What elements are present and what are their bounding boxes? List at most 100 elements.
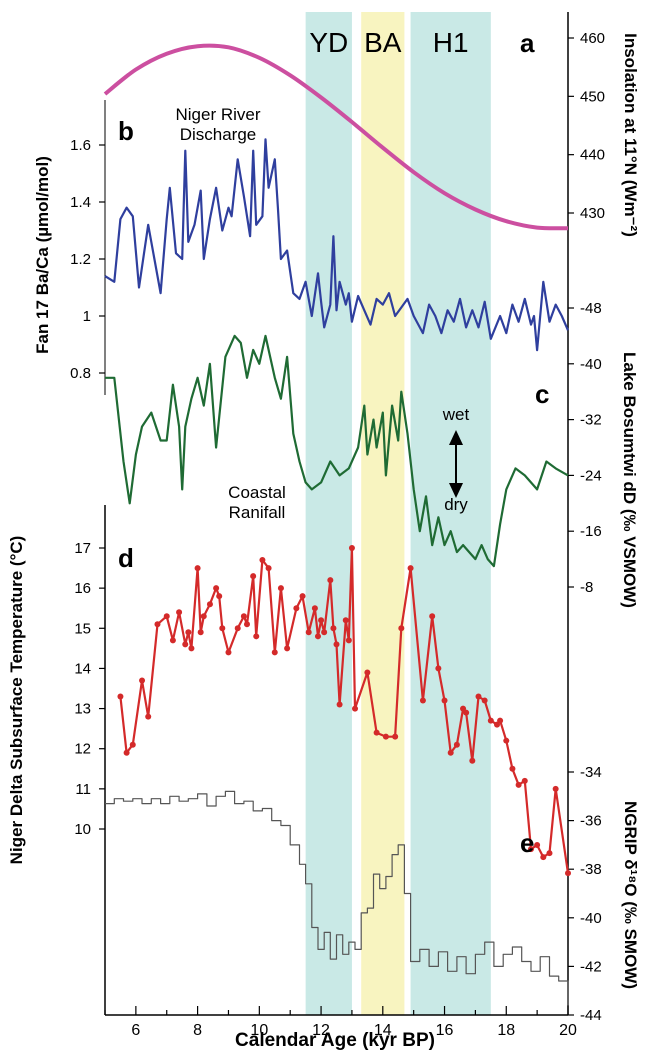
data-point-d xyxy=(565,870,571,877)
y-axis-title-a: Insolation at 11°N (Wm⁻²) xyxy=(621,33,640,237)
y-tick-label-d: 10 xyxy=(74,821,91,838)
panel-letter-e: e xyxy=(520,828,534,858)
y-tick-label-c: -32 xyxy=(580,412,602,429)
series-line-a xyxy=(103,43,569,231)
data-point-d xyxy=(234,625,241,632)
y-tick-label-d: 15 xyxy=(74,620,91,637)
y-tick-label-b: 1.6 xyxy=(70,137,91,154)
data-point-d xyxy=(333,641,340,648)
y-tick-label-c: -8 xyxy=(580,579,593,596)
panel-letter-a: a xyxy=(520,28,535,58)
data-point-d xyxy=(407,565,414,572)
data-point-d xyxy=(497,717,504,724)
data-point-d xyxy=(392,733,399,740)
axes xyxy=(99,12,574,1016)
x-tick-label: 6 xyxy=(131,1022,140,1039)
y-tick-label-a: 450 xyxy=(580,88,605,105)
y-tick-label-b: 1 xyxy=(83,308,91,325)
data-point-d xyxy=(447,749,454,756)
x-tick-label: 14 xyxy=(374,1022,392,1039)
data-point-d xyxy=(206,601,213,608)
data-point-d xyxy=(469,757,476,764)
data-point-d xyxy=(185,629,192,636)
data-point-d xyxy=(240,613,247,620)
data-point-d xyxy=(305,629,312,636)
data-point-d xyxy=(546,850,553,857)
data-point-d xyxy=(284,645,291,652)
series-line-b xyxy=(104,138,570,352)
data-point-d xyxy=(265,565,272,572)
arrow-down-head xyxy=(449,483,463,498)
data-point-d xyxy=(188,645,195,652)
y-tick-label-c: -24 xyxy=(580,467,602,484)
data-point-d xyxy=(373,729,380,736)
y-tick-label-e: -34 xyxy=(580,764,602,781)
y-tick-label-d: 13 xyxy=(74,701,91,718)
panel-letter-d: d xyxy=(118,543,134,573)
data-point-d xyxy=(123,749,130,756)
data-point-d xyxy=(419,697,426,704)
data-point-d xyxy=(200,613,207,620)
data-point-d xyxy=(336,701,343,708)
data-point-d xyxy=(534,842,541,849)
band-yd xyxy=(305,12,352,1015)
data-point-d xyxy=(487,717,494,724)
series-layer xyxy=(103,43,571,1006)
band-label-yd: YD xyxy=(309,27,348,58)
y-tick-label-e: -44 xyxy=(580,1007,602,1024)
data-point-d xyxy=(182,641,189,648)
data-point-d xyxy=(503,737,510,744)
labels-layer: YD BA H1 6 8 10 12 14 16 18 20 460 450 440 430 1.6 1.4 1.… xyxy=(7,27,640,1039)
data-point-d xyxy=(527,846,534,853)
y-tick-label-a: 440 xyxy=(580,147,605,164)
data-point-d xyxy=(321,629,328,636)
annotation-niger-river: Niger River xyxy=(175,105,260,124)
y-tick-label-e: -38 xyxy=(580,861,602,878)
y-tick-label-a: 460 xyxy=(580,30,605,47)
data-point-d xyxy=(117,693,124,700)
band-ba xyxy=(361,12,405,1015)
y-tick-label-c: -48 xyxy=(580,300,602,317)
data-point-d xyxy=(277,585,284,592)
data-point-d xyxy=(314,633,321,640)
data-point-d xyxy=(521,777,528,784)
data-point-d xyxy=(382,733,389,740)
annotation-rainfall: Ranifall xyxy=(229,503,286,522)
band-label-ba: BA xyxy=(364,27,402,58)
data-point-d xyxy=(216,593,223,600)
data-point-d xyxy=(311,605,318,612)
y-tick-label-a: 430 xyxy=(580,205,605,222)
y-tick-label-e: -40 xyxy=(580,910,602,927)
data-point-d xyxy=(342,617,349,624)
data-point-d xyxy=(463,709,470,716)
data-point-d xyxy=(330,625,337,632)
data-point-d xyxy=(515,781,522,788)
annotation-coastal: Coastal xyxy=(228,483,286,502)
data-point-d xyxy=(429,613,436,620)
label-dry: dry xyxy=(444,495,468,514)
data-point-d xyxy=(441,697,448,704)
data-point-d xyxy=(398,625,405,632)
data-point-d xyxy=(194,565,201,572)
y-tick-label-c: -16 xyxy=(580,523,602,540)
data-point-d xyxy=(139,677,146,684)
x-tick-label: 8 xyxy=(193,1022,202,1039)
x-tick-label: 12 xyxy=(312,1022,330,1039)
y-tick-label-b: 1.4 xyxy=(70,194,91,211)
data-point-d xyxy=(225,649,232,656)
y-tick-label-c: -40 xyxy=(580,356,602,373)
data-point-d xyxy=(169,637,176,644)
x-tick-label: 18 xyxy=(497,1022,515,1039)
arrow-up-head xyxy=(449,430,463,445)
y-axis-title-c: Lake Bosumtwi dD (‰ VSMOW) xyxy=(620,352,639,608)
data-point-d xyxy=(129,741,136,748)
data-point-d xyxy=(509,765,516,772)
data-point-d xyxy=(364,669,371,676)
series-line-e xyxy=(105,790,569,1006)
data-point-d xyxy=(243,621,250,628)
y-tick-label-e: -36 xyxy=(580,813,602,830)
y-axis-title-d: Niger Delta Subsurface Temperature (°C) xyxy=(7,536,26,865)
y-axis-title-b: Fan 17 Ba/Ca (µmol/mol) xyxy=(33,156,52,354)
panel-letter-c: c xyxy=(535,379,549,409)
